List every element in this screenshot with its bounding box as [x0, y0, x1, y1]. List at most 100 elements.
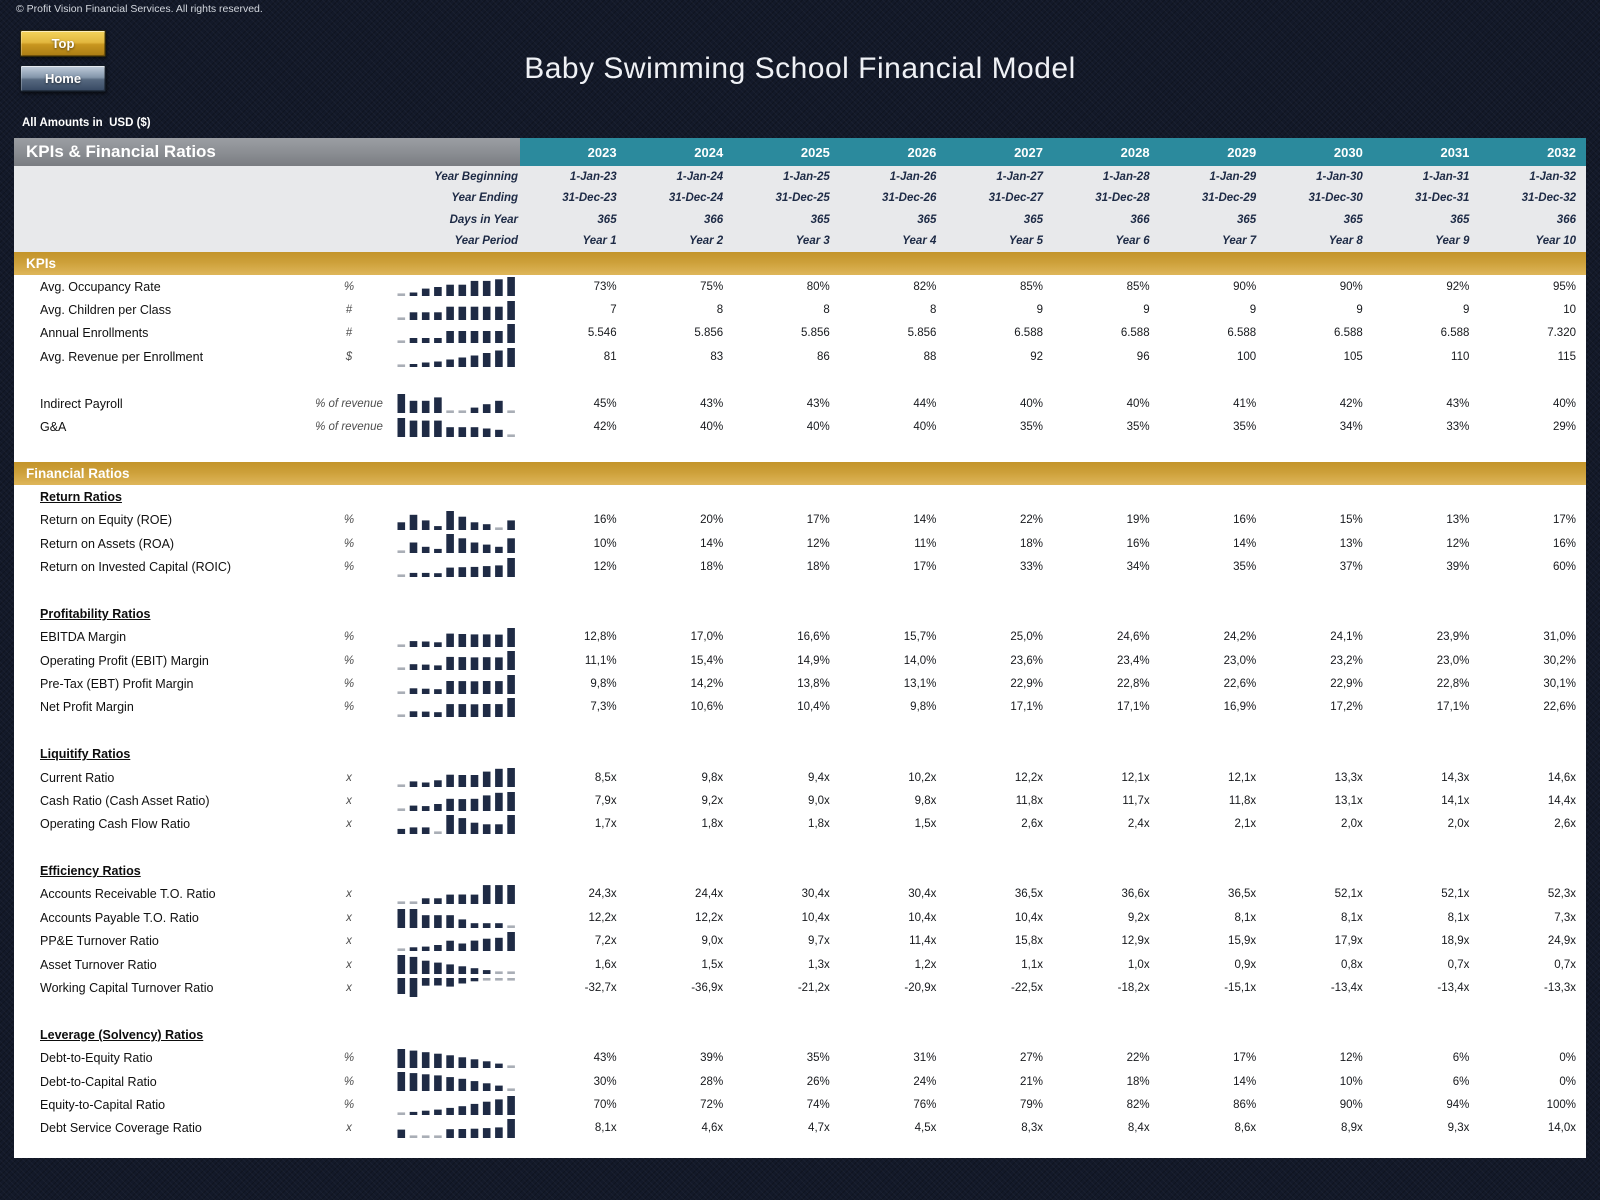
value-cell: 18% [806, 560, 830, 573]
value-cell: 74% [806, 1098, 830, 1111]
value-cell: 9,8% [590, 677, 617, 690]
sparkline-chart [397, 955, 515, 975]
row-unit: % [343, 677, 355, 690]
meta-value-cell: 366 [1556, 213, 1576, 226]
row-sparkline [388, 392, 520, 415]
sparkline-chart [397, 931, 515, 951]
meta-value-cell: 1-Jan-31 [1422, 170, 1470, 183]
value-cell: 40% [700, 421, 724, 434]
data-row: Debt-to-Capital Ratio% 30% 28% 26% 24% 21% 18%… [14, 1069, 1586, 1094]
value-cell: 0,7x [1554, 958, 1576, 971]
value-cell: 15,4% [690, 654, 724, 667]
value-cell: 85% [1126, 280, 1150, 293]
row-unit: % [343, 560, 355, 573]
value-cell: 105 [1343, 350, 1363, 363]
value-cell: 83 [710, 350, 724, 363]
table-body: KPIs Avg. Occupancy Rate% 73% 75% 80% 82% 85% 8… [14, 252, 1586, 1141]
row-label: Operating Profit (EBIT) Margin [40, 653, 209, 668]
value-cell: 86 [817, 350, 830, 363]
sparkline-chart [397, 627, 515, 647]
value-cell: 30,4x [801, 888, 830, 901]
data-row: Cash Ratio (Cash Asset Ratio) x 7,9x 9,2x 9,… [14, 789, 1586, 813]
row-label: Accounts Receivable T.O. Ratio [40, 887, 216, 902]
row-unit: x [346, 935, 352, 948]
meta-value-cell: 31-Dec-32 [1521, 192, 1576, 205]
value-cell: 10,4x [908, 911, 937, 924]
value-cell: 0% [1559, 1052, 1576, 1065]
home-button[interactable]: Home [20, 65, 106, 92]
value-cell: 37% [1339, 560, 1363, 573]
value-cell: 9,3x [1447, 1122, 1470, 1135]
value-cell: 70% [593, 1098, 617, 1111]
subsection-header: Liquitify Ratios [14, 742, 1586, 766]
value-cell: 73% [593, 280, 617, 293]
value-cell: 24,3x [588, 888, 617, 901]
row-unit: % [343, 701, 355, 714]
data-row: Debt-to-Equity Ratio% 43% 39% 35% 31% 27% 22% 1… [14, 1046, 1586, 1070]
row-label: Debt-to-Equity Ratio [40, 1051, 153, 1066]
value-cell: 5.856 [907, 327, 937, 340]
value-cell: 5.546 [587, 327, 617, 340]
value-cell: -15,1x [1224, 982, 1257, 995]
value-cell: 17% [1233, 1052, 1257, 1065]
top-button[interactable]: Top [20, 30, 106, 57]
meta-row: Year Period Year 1 Year 2 Year 3 Year 4 Year … [14, 230, 1586, 252]
value-cell: 2,0x [1447, 818, 1470, 831]
data-row: Debt Service Coverage Ratio x 8,1x 4,6x 4,7x… [14, 1116, 1586, 1141]
meta-value-cell: 1-Jan-32 [1529, 170, 1576, 183]
value-cell: 17,0% [690, 631, 724, 644]
value-cell: 39% [1446, 560, 1470, 573]
value-cell: 10% [593, 537, 617, 550]
row-sparkline [388, 813, 520, 836]
spacer-row [14, 578, 1586, 603]
row-label: Debt-to-Capital Ratio [40, 1074, 157, 1089]
meta-row-label: Year Beginning [434, 170, 518, 183]
row-label: Pre-Tax (EBT) Profit Margin [40, 676, 194, 691]
value-cell: 22,9% [1010, 677, 1043, 690]
value-cell: 43% [806, 397, 830, 410]
value-cell: 23,2% [1330, 654, 1363, 667]
data-row: Pre-Tax (EBT) Profit Margin% 9,8% 14,2% 13,… [14, 672, 1586, 696]
value-cell: 0,7x [1447, 958, 1470, 971]
row-label: Operating Cash Flow Ratio [40, 817, 191, 832]
value-cell: 92 [1030, 350, 1043, 363]
value-cell: 8,6x [1234, 1122, 1257, 1135]
value-cell: 16% [593, 514, 617, 527]
sparkline-chart [397, 977, 515, 997]
value-cell: 22,6% [1223, 677, 1257, 690]
meta-value-cell: 1-Jan-30 [1316, 170, 1363, 183]
value-cell: 4,7x [808, 1122, 830, 1135]
value-cell: 10,6% [690, 701, 724, 714]
value-cell: 90% [1233, 280, 1257, 293]
row-sparkline [388, 298, 520, 321]
value-cell: 11,7x [1122, 794, 1150, 807]
value-cell: 17% [1552, 514, 1576, 527]
value-cell: 16,9% [1223, 701, 1257, 714]
row-unit: x [346, 794, 352, 807]
sparkline-chart [397, 651, 515, 671]
value-cell: 40% [1019, 397, 1043, 410]
meta-value-cell: 1-Jan-29 [1209, 170, 1257, 183]
value-cell: 13,8% [797, 677, 830, 690]
sparkline-chart [397, 417, 515, 437]
value-cell: 17,1% [1010, 701, 1043, 714]
sparkline-chart [397, 1119, 515, 1139]
value-cell: 24,9x [1547, 935, 1576, 948]
home-button-label: Home [44, 71, 82, 86]
value-cell: 14% [913, 514, 937, 527]
spacer-row [14, 835, 1586, 860]
meta-value-cell: Year 2 [689, 235, 724, 248]
value-cell: 42% [593, 421, 617, 434]
value-cell: 18% [700, 560, 724, 573]
year-header-cell: 2029 [1159, 138, 1267, 166]
meta-row-label: Days in Year [449, 213, 518, 226]
meta-value-cell: Year 3 [795, 235, 830, 248]
value-cell: 2,1x [1234, 818, 1257, 831]
value-cell: 17,2% [1330, 701, 1363, 714]
value-cell: 4,6x [701, 1122, 724, 1135]
row-sparkline [388, 345, 520, 368]
value-cell: 2,6x [1554, 818, 1576, 831]
value-cell: 6.588 [1440, 327, 1470, 340]
row-unit: % of revenue [315, 397, 383, 410]
value-cell: 26% [806, 1075, 830, 1088]
